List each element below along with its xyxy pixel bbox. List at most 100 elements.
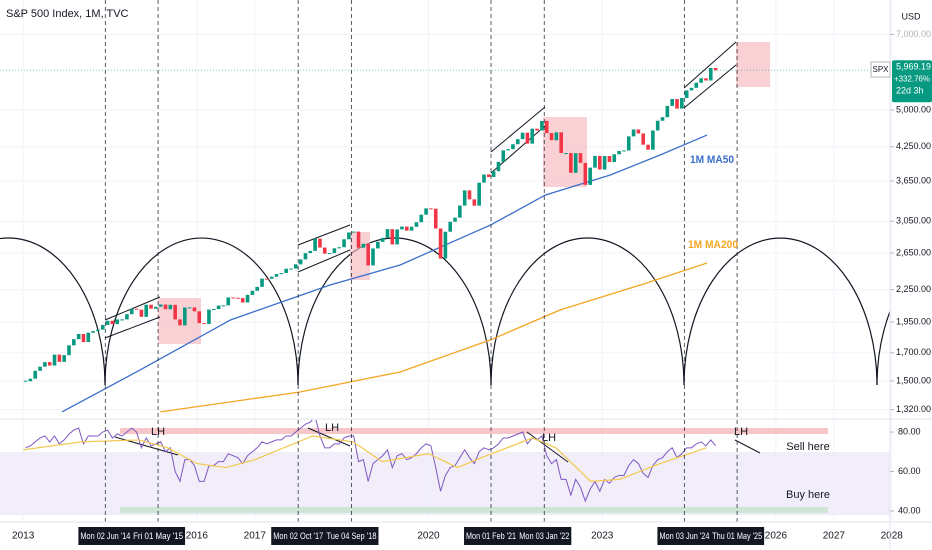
candle [289, 268, 293, 270]
candle [708, 67, 713, 81]
candle [680, 97, 684, 109]
candle [689, 87, 694, 91]
candle [168, 304, 173, 310]
candle [380, 237, 385, 242]
y-tick-label: 5,000.00 [896, 105, 931, 115]
cycle-arc [876, 309, 890, 386]
candle [482, 174, 486, 183]
cycle-arc [297, 237, 492, 386]
highlight-boxes [158, 42, 770, 344]
cycle-arc [683, 237, 878, 386]
candle [183, 307, 187, 326]
candle [236, 297, 240, 299]
y-tick-label: 4,250.00 [896, 141, 931, 151]
candle [419, 214, 424, 223]
candle [81, 333, 86, 343]
candle [255, 286, 259, 291]
candle [636, 129, 641, 134]
event-label: Tue 04 Sep '18 [326, 531, 376, 542]
event-label: Mon 02 Jun '14 [80, 531, 130, 542]
candle [414, 222, 419, 227]
candle [134, 308, 139, 310]
x-tick-label: 2013 [12, 531, 35, 542]
candle [443, 231, 448, 259]
candle [313, 238, 317, 251]
candle [400, 226, 404, 230]
candle [337, 247, 342, 249]
grid [0, 0, 893, 522]
candle [535, 128, 539, 131]
candle [245, 294, 250, 303]
candle [433, 208, 438, 229]
candle [163, 304, 168, 310]
chart-title: S&P 500 Index, 1M, TVC [6, 8, 129, 20]
candle [404, 226, 409, 231]
candle [96, 329, 100, 332]
candle [597, 155, 602, 170]
event-label-box [710, 527, 765, 545]
x-tick-label: 2020 [417, 531, 440, 542]
candle [583, 162, 588, 185]
candle [491, 171, 496, 178]
candle [202, 323, 206, 325]
candle [549, 133, 554, 141]
candle [105, 320, 110, 325]
event-label: Mon 02 Oct '17 [273, 531, 323, 542]
channel-line [683, 64, 737, 109]
candle [617, 151, 621, 155]
event-label-box [78, 527, 133, 545]
candle [342, 239, 346, 248]
candle [129, 308, 134, 315]
event-label-box [324, 527, 379, 545]
candle [33, 370, 38, 379]
candle [269, 276, 274, 279]
candle [187, 307, 192, 309]
candle [525, 132, 530, 144]
rsi-tick-label: 40.00 [898, 505, 921, 515]
lh-line [526, 431, 569, 463]
candle [293, 264, 298, 269]
candle [573, 153, 578, 173]
lh-line [734, 439, 761, 454]
candle [366, 243, 370, 266]
candle [467, 190, 472, 200]
candle [511, 144, 515, 150]
candle [28, 378, 33, 382]
candle [699, 78, 703, 83]
candle [47, 362, 52, 366]
x-tick-label: 2017 [244, 531, 267, 542]
lh-line [307, 427, 351, 447]
candle [462, 190, 467, 206]
candle [318, 238, 322, 248]
candle [173, 304, 177, 320]
candle [675, 99, 679, 109]
candle [564, 153, 568, 155]
candle [351, 231, 356, 233]
candle [240, 298, 245, 303]
channel-line [297, 249, 351, 273]
rsi-band [0, 452, 890, 515]
candle [371, 248, 375, 266]
buy-band [120, 507, 828, 513]
candle [655, 120, 660, 131]
event-label-box [464, 527, 519, 545]
y-tick-label: 7,000.00 [896, 29, 931, 39]
cycle-arc [0, 237, 106, 386]
candle [260, 278, 264, 287]
candle [67, 345, 71, 356]
lh-label: LH [325, 422, 339, 434]
candle [530, 128, 535, 144]
change-label: +332.76% [894, 74, 930, 84]
symbol-box [870, 61, 891, 78]
candle [651, 130, 655, 150]
candle [612, 154, 617, 163]
event-label-box [271, 527, 326, 545]
candle [458, 205, 462, 218]
candle [429, 208, 433, 210]
candle [115, 319, 120, 325]
candle [265, 278, 269, 280]
candle [158, 304, 163, 307]
candle [641, 133, 646, 145]
candle [231, 297, 235, 299]
last-price-label: 5,969.19 [896, 62, 931, 72]
